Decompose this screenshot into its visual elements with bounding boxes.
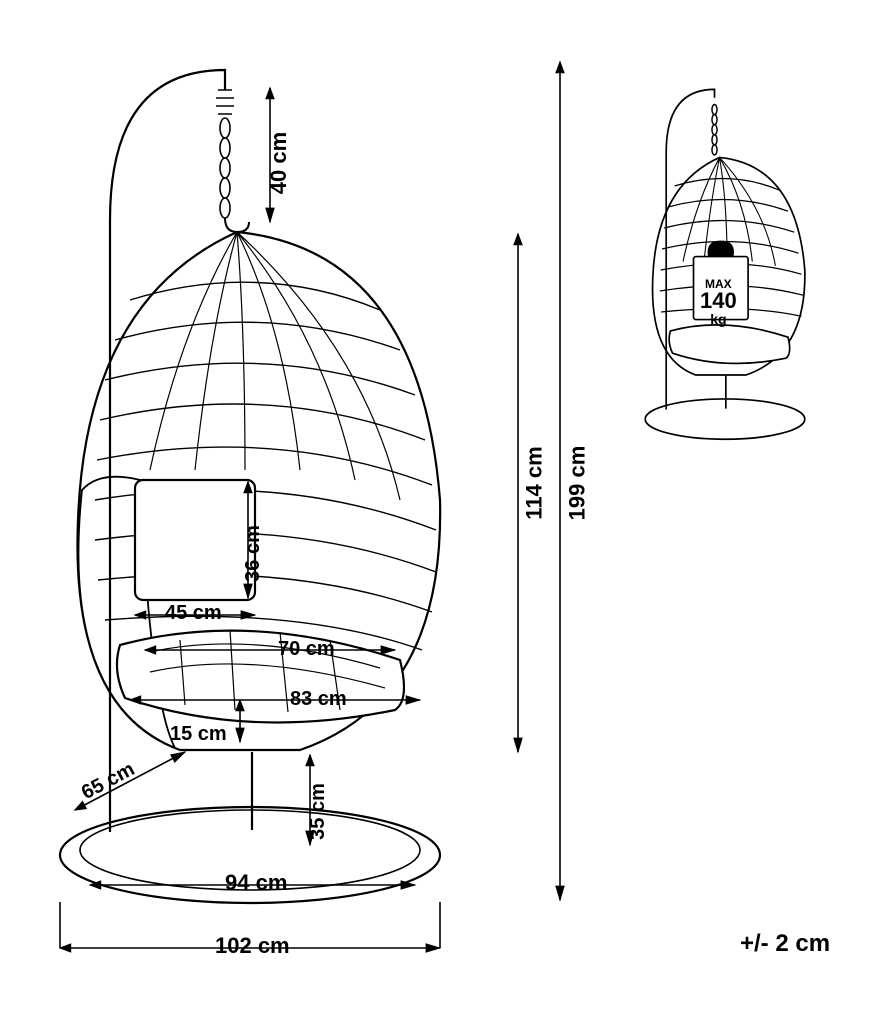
- label-cushion-thk: 15 cm: [170, 723, 227, 746]
- label-seat-inner: 70 cm: [278, 638, 335, 661]
- label-ground-clear: 35 cm: [307, 783, 330, 840]
- label-pillow-h: 36 cm: [242, 525, 265, 582]
- label-chain: 40 cm: [266, 132, 292, 194]
- label-pillow-w: 45 cm: [165, 602, 222, 625]
- label-tolerance: +/- 2 cm: [740, 930, 830, 958]
- label-base-inner: 94 cm: [225, 870, 287, 896]
- label-base-outer: 102 cm: [215, 933, 290, 959]
- chair-line-art: [0, 0, 879, 1020]
- label-total-height: 199 cm: [564, 446, 590, 521]
- max-load-line3: kg: [700, 312, 737, 326]
- max-load-line2: 140: [700, 290, 737, 312]
- label-seat-outer: 83 cm: [290, 688, 347, 711]
- diagram-canvas: 40 cm 199 cm 114 cm 36 cm 45 cm 70 cm 83…: [0, 0, 879, 1020]
- label-basket-height: 114 cm: [522, 446, 548, 519]
- max-load-badge: MAX 140 kg: [700, 278, 737, 326]
